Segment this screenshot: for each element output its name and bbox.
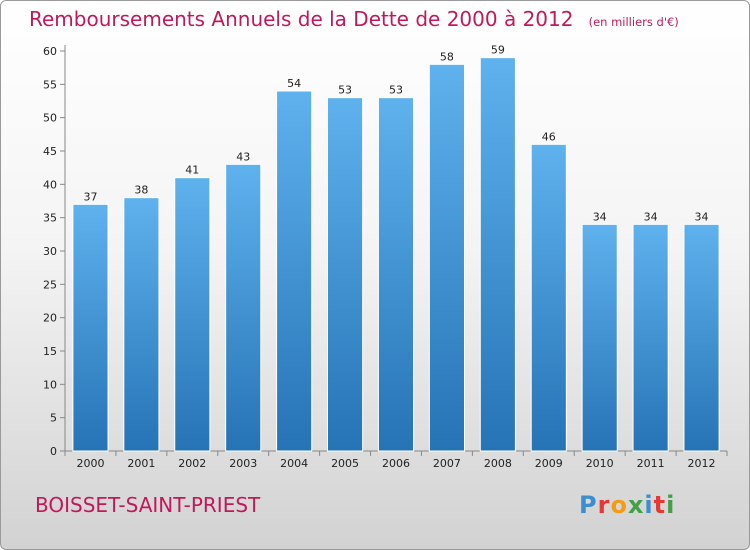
bar <box>632 223 669 452</box>
x-tick-label: 2009 <box>535 457 563 470</box>
y-tick-label: 5 <box>50 412 57 425</box>
y-tick-label: 0 <box>50 445 57 458</box>
data-label: 34 <box>593 210 607 223</box>
bar <box>327 97 364 452</box>
logo-letter: i <box>666 491 676 519</box>
logo-letter: x <box>627 491 645 519</box>
y-tick-label: 40 <box>43 178 57 191</box>
x-tick-label: 2006 <box>382 457 410 470</box>
y-tick-label: 15 <box>43 345 57 358</box>
x-tick-label: 2005 <box>331 457 359 470</box>
bar <box>581 223 618 452</box>
commune-name: BOISSET-SAINT-PRIEST <box>35 493 261 517</box>
x-tick-label: 2010 <box>586 457 614 470</box>
data-label: 34 <box>644 210 658 223</box>
data-label: 37 <box>83 190 97 203</box>
x-tick-label: 2000 <box>76 457 104 470</box>
y-tick-label: 45 <box>43 145 57 158</box>
bar <box>174 177 211 452</box>
bar <box>123 197 160 452</box>
chart-title: Remboursements Annuels de la Dette de 20… <box>29 7 574 31</box>
bar <box>530 143 567 452</box>
data-label: 46 <box>542 130 556 143</box>
bar <box>428 63 465 452</box>
data-label: 54 <box>287 77 301 90</box>
y-tick-label: 55 <box>43 78 57 91</box>
title-line: Remboursements Annuels de la Dette de 20… <box>29 7 679 31</box>
x-tick-label: 2012 <box>688 457 716 470</box>
data-label: 41 <box>185 164 199 177</box>
x-tick-label: 2011 <box>637 457 665 470</box>
y-tick-label: 20 <box>43 312 57 325</box>
y-tick-label: 30 <box>43 245 57 258</box>
y-tick-label: 35 <box>43 212 57 225</box>
bar <box>377 97 415 452</box>
data-label: 58 <box>440 50 454 63</box>
x-tick-label: 2001 <box>127 457 155 470</box>
bar <box>225 163 262 452</box>
data-label: 53 <box>338 84 352 97</box>
logo-letter: r <box>597 491 611 519</box>
y-tick-label: 25 <box>43 278 57 291</box>
bar <box>276 90 313 452</box>
y-tick-label: 50 <box>43 112 57 125</box>
logo-letter: P <box>579 491 598 519</box>
unit-label: (en milliers d'€) <box>588 15 679 29</box>
x-tick-label: 2007 <box>433 457 461 470</box>
x-tick-label: 2003 <box>229 457 257 470</box>
x-tick-label: 2008 <box>484 457 512 470</box>
logo-letter: i <box>644 491 654 519</box>
x-tick-label: 2004 <box>280 457 308 470</box>
logo-letter: o <box>610 491 628 519</box>
x-tick-label: 2002 <box>178 457 206 470</box>
data-label: 53 <box>389 84 403 97</box>
proxiti-logo: Proxiti <box>579 491 675 519</box>
data-label: 59 <box>491 44 505 57</box>
y-tick-label: 60 <box>43 45 57 58</box>
logo-letter: t <box>653 491 667 519</box>
bar <box>683 223 720 452</box>
bar <box>72 203 109 452</box>
bar <box>479 57 516 452</box>
data-label: 38 <box>134 184 148 197</box>
y-tick-label: 10 <box>43 378 57 391</box>
data-label: 43 <box>236 150 250 163</box>
data-label: 34 <box>695 210 709 223</box>
